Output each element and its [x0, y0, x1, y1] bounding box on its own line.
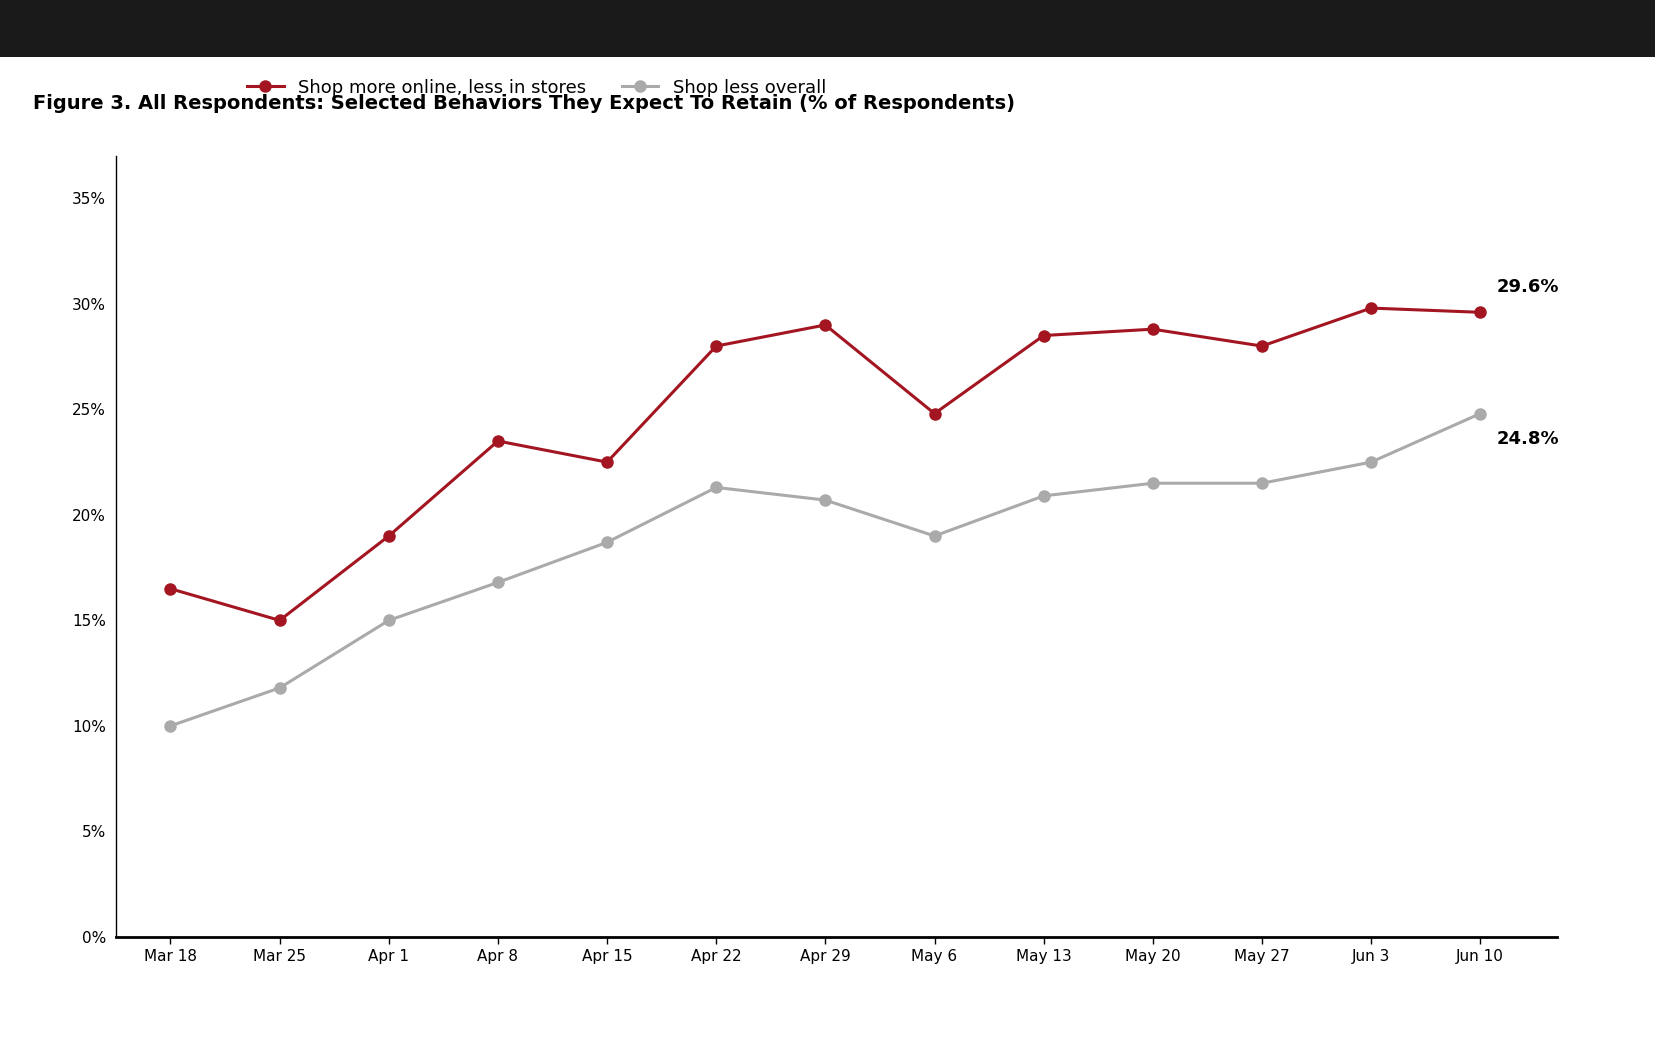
Text: 29.6%: 29.6% [1496, 278, 1557, 296]
Text: 24.8%: 24.8% [1496, 430, 1559, 448]
Text: Figure 3. All Respondents: Selected Behaviors They Expect To Retain (% of Respon: Figure 3. All Respondents: Selected Beha… [33, 94, 1015, 112]
Legend: Shop more online, less in stores, Shop less overall: Shop more online, less in stores, Shop l… [240, 72, 832, 104]
